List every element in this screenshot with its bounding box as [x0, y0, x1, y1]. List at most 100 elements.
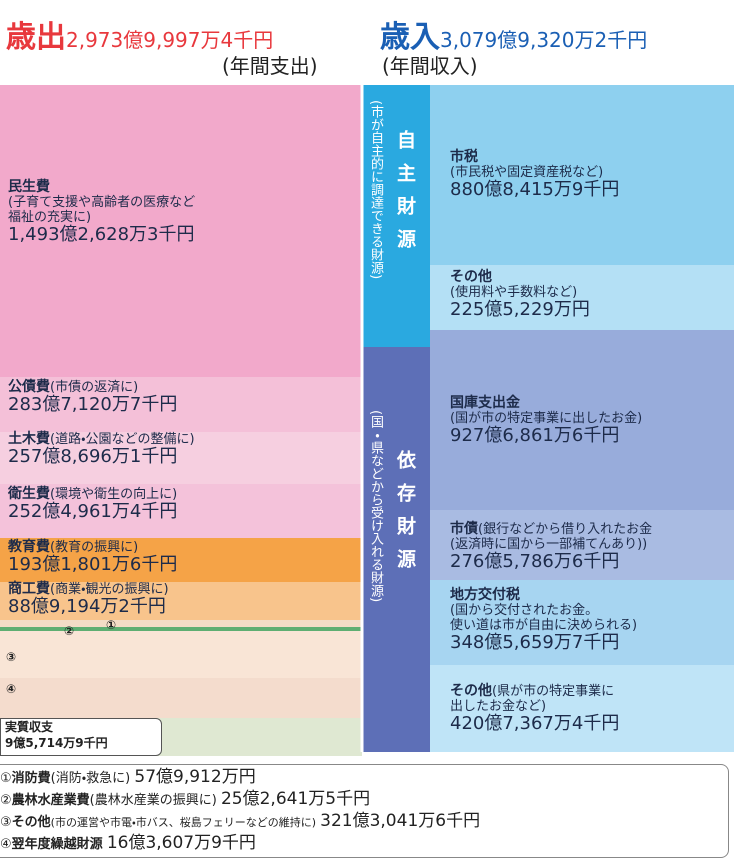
name: 国庫支出金 [450, 395, 520, 411]
name: その他 [450, 683, 492, 699]
amount: 57億9,912万円 [134, 767, 256, 787]
balance-box: 実質収支 9億5,714万9千円 [0, 718, 162, 756]
revenue-item: 市債(銀行などから借り入れたお金 (返済時に国から一部補てんあり)) 276億5,7… [450, 522, 653, 572]
segment [430, 580, 734, 665]
desc: (銀行などから借り入れたお金 [478, 522, 653, 537]
desc: (国が市の特定事業に出したお金) [450, 411, 643, 426]
amount: 16億3,607万9千円 [106, 833, 256, 853]
name: 市税 [450, 149, 478, 165]
segment [430, 510, 734, 580]
desc: (農林水産業の振興に) [89, 793, 217, 808]
footnote-box: ①消防費(消防・救急に) 57億9,912万円 ②農林水産業費(農林水産業の振興… [0, 764, 729, 858]
desc: (市債の返済に) [50, 380, 139, 395]
amount: 321億3,041万6千円 [320, 811, 481, 831]
amount: 1,493億2,628万3千円 [8, 224, 195, 245]
revenue-header: 歳入3,079億9,320万2千円 [380, 12, 647, 56]
amount: 927億6,861万6千円 [450, 425, 620, 446]
footnote: ①消防費(消防・救急に) 57億9,912万円 [0, 767, 728, 789]
group-bar [362, 347, 430, 752]
name: 翌年度繰越財源 [11, 837, 103, 852]
expenditure-header: 歳出2,973億9,997万4千円 [6, 12, 273, 56]
amount: 88億9,194万2千円 [8, 596, 166, 617]
expenditure-item: 公債費(市債の返済に) 283億7,120万7千円 [8, 379, 178, 415]
name: 地方交付税 [450, 587, 520, 603]
desc: 出したお金など) [450, 699, 547, 714]
segment [0, 85, 362, 377]
segment [0, 678, 362, 718]
group-note: (市が自主的に調達できる財源) [368, 100, 383, 280]
desc: (道路・公園などの整備に) [50, 432, 195, 447]
name: 民生費 [8, 179, 50, 195]
amount: 25億2,641万5千円 [220, 789, 371, 809]
segment [430, 85, 734, 265]
name: 土木費 [8, 431, 50, 447]
name: 農林水産業費 [11, 793, 90, 808]
amount: 276億5,786万6千円 [450, 551, 620, 572]
group-label: 依存財源 [394, 450, 416, 582]
marker: ④ [6, 682, 17, 696]
revenue-item: その他(県が市の特定事業に 出したお金など) 420億7,367万4千円 [450, 683, 619, 734]
marker: ④ [0, 837, 12, 852]
amount: 283億7,120万7千円 [8, 394, 178, 415]
desc: (市の運営や市電・市バス、桜島フェリーなどの維持に) [50, 816, 316, 829]
total: 2,973億9,997万4千円 [66, 28, 274, 52]
desc: 使い道は市が自由に決められる) [450, 618, 638, 633]
subtitle: (年間収入) [382, 54, 478, 78]
marker: ③ [6, 650, 17, 664]
name: 実質収支 [5, 720, 54, 734]
amount: 9億5,714万9千円 [5, 736, 108, 750]
name: 商工費 [8, 581, 50, 597]
amount: 257億8,696万1千円 [8, 446, 178, 467]
revenue-item: 市税 (市民税や固定資産税など) 880億8,415万9千円 [450, 149, 620, 200]
segment [0, 627, 362, 631]
segment [0, 631, 362, 678]
amount: 252億4,961万4千円 [8, 501, 178, 522]
segment [430, 265, 734, 330]
name: 消防費 [11, 771, 51, 786]
marker: ② [64, 624, 75, 638]
marker: ① [106, 618, 117, 632]
desc: (教育の振興に) [50, 540, 139, 555]
expenditure-item: 教育費(教育の振興に) 193億1,801万6千円 [8, 539, 177, 575]
name: 衛生費 [8, 486, 50, 502]
revenue-item: 国庫支出金 (国が市の特定事業に出したお金) 927億6,861万6千円 [450, 395, 643, 446]
marker: ② [0, 793, 12, 808]
revenue-item: 地方交付税 (国から交付されたお金。 使い道は市が自由に決められる) 348億5,65… [450, 587, 638, 653]
desc: (環境や衛生の向上に) [50, 487, 178, 502]
desc: (国から交付されたお金。 [450, 603, 599, 618]
name: 教育費 [8, 539, 50, 555]
segment [0, 432, 362, 484]
segment [430, 330, 734, 510]
desc: (返済時に国から一部補てんあり)) [450, 537, 648, 552]
expenditure-item: 衛生費(環境や衛生の向上に) 252億4,961万4千円 [8, 486, 178, 522]
name: その他 [450, 269, 492, 285]
desc: (市民税や固定資産税など) [450, 165, 604, 180]
group-label: 自主財源 [394, 130, 416, 262]
total: 3,079億9,320万2千円 [440, 28, 648, 52]
expenditure-item: 民生費 (子育て支援や高齢者の医療など 福祉の充実に) 1,493億2,628万3千円 [8, 179, 196, 245]
marker: ③ [0, 815, 12, 830]
group-note: (国・県などから受け入れる財源) [368, 410, 383, 603]
segment [0, 582, 362, 620]
marker: ① [0, 771, 12, 786]
desc: (子育て支援や高齢者の医療など [8, 195, 196, 210]
amount: 880億8,415万9千円 [450, 179, 620, 200]
expenditure-item: 商工費(商業・観光の振興に) 88億9,194万2千円 [8, 581, 169, 617]
name: その他 [11, 815, 51, 830]
segment [0, 377, 362, 432]
title: 歳出 [6, 20, 66, 55]
footnote: ③その他(市の運営や市電・市バス、桜島フェリーなどの維持に) 321億3,041… [0, 811, 728, 833]
amount: 225億5,229万円 [450, 299, 590, 320]
footnote: ②農林水産業費(農林水産業の振興に) 25億2,641万5千円 [0, 789, 728, 811]
desc: (商業・観光の振興に) [50, 582, 169, 597]
expenditure-item: 土木費(道路・公園などの整備に) 257億8,696万1千円 [8, 431, 195, 467]
name: 公債費 [8, 379, 50, 395]
group-bar [362, 85, 430, 347]
segment [0, 620, 362, 627]
desc: (消防・救急に) [50, 771, 131, 786]
desc: (県が市の特定事業に [492, 684, 615, 699]
footnote: ④翌年度繰越財源 16億3,607万9千円 [0, 833, 728, 855]
revenue-item: その他 (使用料や手数料など) 225億5,229万円 [450, 269, 590, 320]
desc: (使用料や手数料など) [450, 285, 578, 300]
